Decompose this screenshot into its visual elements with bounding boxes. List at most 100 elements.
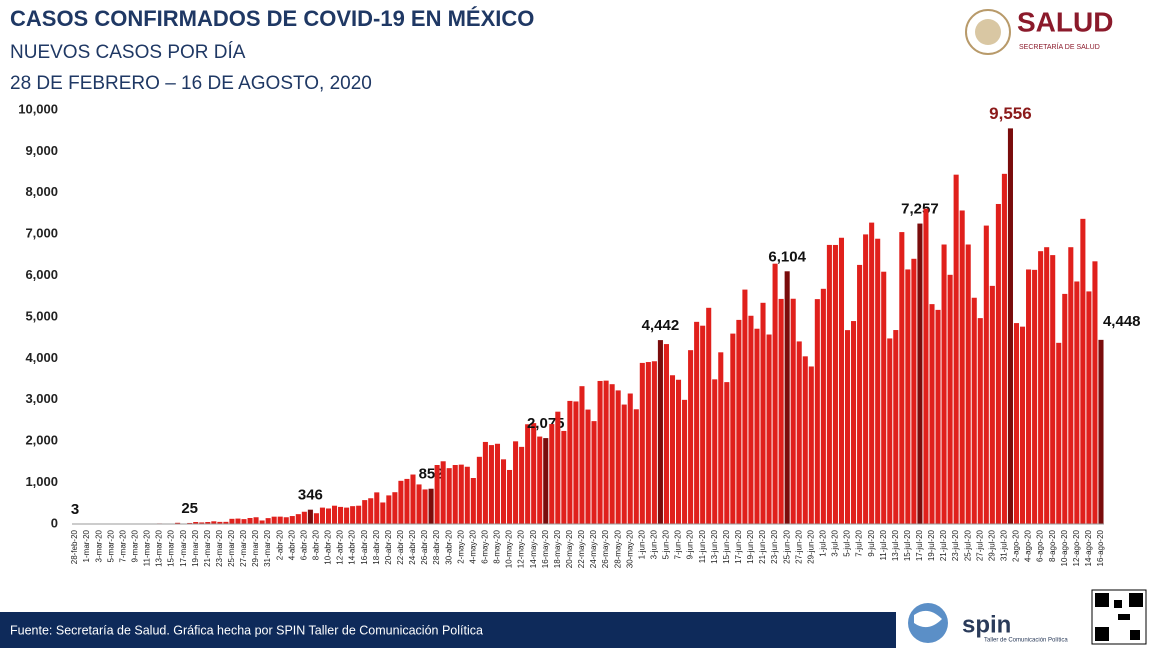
bar [1044, 247, 1050, 525]
chart-title: CASOS CONFIRMADOS DE COVID-19 EN MÉXICO [10, 6, 534, 31]
bar [597, 380, 603, 524]
x-tick-label: 15-mar-20 [167, 529, 176, 566]
bar [760, 302, 766, 524]
x-tick-label: 17-jul-20 [915, 529, 924, 561]
bar [651, 361, 657, 524]
bar [331, 505, 338, 524]
x-tick-label: 25-jun-20 [782, 529, 791, 563]
footer-source: Fuente: Secretaría de Salud. Gráfica hec… [10, 623, 483, 637]
x-tick-label: 20-may-20 [565, 529, 574, 568]
bar [1062, 293, 1068, 524]
data-label: 6,104 [768, 248, 806, 265]
x-tick-label: 28-abr-20 [432, 529, 441, 564]
y-tick-label: 3,000 [25, 391, 58, 406]
bar [923, 208, 929, 524]
bar [657, 340, 663, 524]
y-tick-label: 10,000 [18, 101, 58, 116]
x-tick-label: 10-ago-20 [1060, 529, 1069, 566]
bar [494, 443, 501, 524]
bar [941, 244, 947, 524]
x-tick-label: 16-abr-20 [360, 529, 369, 564]
bar [362, 500, 368, 524]
x-tick-label: 14-abr-20 [348, 529, 357, 564]
x-tick-label: 3-mar-20 [94, 529, 103, 562]
x-tick-label: 1-jun-20 [637, 529, 646, 559]
bar [1019, 326, 1026, 524]
x-tick-label: 3-jul-20 [831, 529, 840, 556]
bar [609, 384, 615, 524]
logo-seal-inner [975, 19, 1001, 45]
bar [905, 269, 911, 524]
bar [416, 484, 422, 524]
bar [531, 423, 537, 524]
qr-code [1091, 589, 1147, 645]
bar [1056, 342, 1062, 524]
bar [790, 298, 796, 524]
x-tick-label: 11-jul-20 [879, 529, 888, 560]
bar [621, 404, 627, 524]
bar [736, 319, 742, 524]
bar [368, 498, 374, 524]
bar [452, 465, 458, 524]
bar [476, 456, 482, 524]
bar [887, 338, 893, 524]
bar [675, 379, 682, 524]
logo-name: SALUD [1017, 6, 1113, 37]
bar [971, 297, 977, 524]
bar [669, 375, 676, 524]
bar [193, 522, 199, 524]
bar [295, 514, 301, 524]
x-tick-label: 8-may-20 [493, 529, 502, 563]
bar [482, 441, 488, 524]
bar [953, 174, 959, 524]
brand-name: spin [962, 611, 1011, 638]
x-tick-label: 16-ago-20 [1096, 529, 1105, 566]
bar [271, 516, 277, 524]
bar [603, 380, 609, 524]
bar [247, 517, 253, 524]
bar [434, 465, 440, 524]
bar [1086, 291, 1092, 524]
bar [591, 421, 597, 524]
x-tick-label: 8-abr-20 [312, 529, 321, 560]
bar [229, 518, 235, 524]
bar [543, 438, 549, 524]
bar [1001, 173, 1007, 524]
x-tick-label: 16-may-20 [541, 529, 550, 568]
bar [935, 309, 941, 524]
bar [199, 522, 205, 524]
bar [1013, 323, 1020, 524]
x-tick-label: 5-jul-20 [843, 529, 852, 556]
x-tick-label: 27-mar-20 [239, 529, 248, 566]
bar [917, 223, 923, 525]
bar [519, 446, 525, 524]
bar [814, 299, 820, 524]
x-tick-label: 11-jun-20 [698, 529, 707, 563]
x-tick-label: 10-abr-20 [324, 529, 333, 564]
x-tick-label: 11-mar-20 [143, 529, 152, 566]
x-tick-label: 23-jul-20 [951, 529, 960, 561]
bar [1007, 128, 1013, 525]
x-tick-label: 7-mar-20 [118, 529, 127, 562]
brand-tagline: Taller de Comunicación Política [984, 638, 1068, 644]
bar [325, 508, 332, 524]
x-tick-label: 12-may-20 [517, 529, 526, 568]
x-tick-label: 6-may-20 [481, 529, 490, 563]
bar [929, 304, 935, 524]
bar [802, 356, 808, 524]
x-tick-label: 28-feb-20 [70, 529, 79, 564]
x-tick-label: 25-jul-20 [963, 529, 972, 561]
data-label: 9,556 [989, 104, 1032, 123]
x-tick-label: 10-may-20 [505, 529, 514, 568]
bar [549, 424, 555, 524]
bar [1080, 218, 1086, 524]
x-tick-label: 7-jun-20 [674, 529, 683, 559]
bar [513, 441, 519, 524]
bar [694, 321, 700, 524]
bar [422, 489, 428, 524]
bar [289, 516, 295, 524]
bar [796, 341, 802, 524]
bar [808, 366, 814, 524]
x-tick-label: 24-abr-20 [408, 529, 417, 564]
